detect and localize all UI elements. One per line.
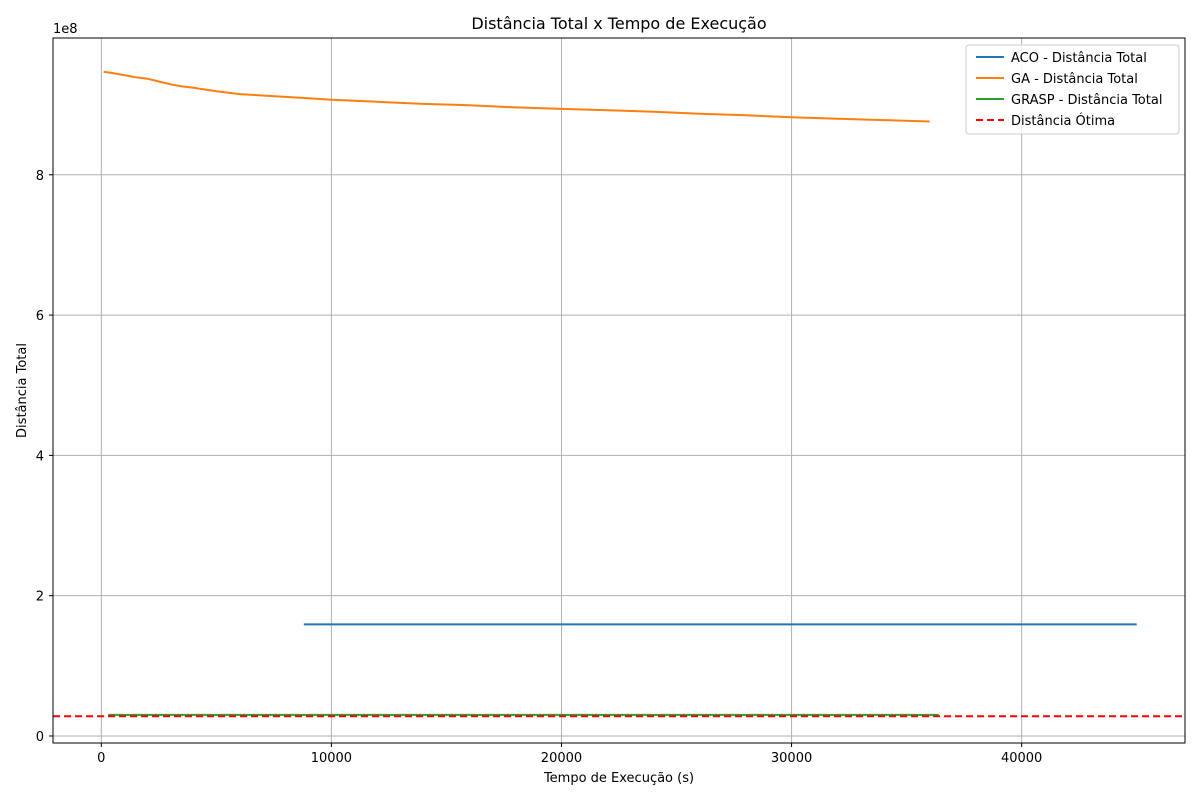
- y-tick-label: 0: [36, 730, 44, 745]
- grid-lines: [53, 38, 1185, 743]
- y-tick-label: 6: [36, 309, 44, 324]
- legend-entry-label: GA - Distância Total: [1011, 72, 1138, 87]
- legend-entry-label: GRASP - Distância Total: [1011, 93, 1162, 108]
- x-tick-label: 10000: [311, 751, 352, 766]
- y-axis-multiplier: 1e8: [53, 22, 78, 37]
- y-tick-label: 8: [36, 169, 44, 184]
- axis-ticks: 0 10000 20000 30000 40000 0 2 4 6 8: [36, 169, 1043, 766]
- series-layer: [53, 70, 1185, 718]
- x-tick-label: 40000: [1001, 751, 1042, 766]
- plot-frame: [52, 37, 1186, 744]
- y-tick-label: 2: [36, 590, 44, 605]
- legend-box: [965, 44, 1180, 135]
- plot-area: [53, 38, 1185, 743]
- legend: ACO - Distância Total GA - Distância Tota…: [965, 44, 1180, 135]
- chart-title: Distância Total x Tempo de Execução: [471, 14, 766, 33]
- y-axis-label: Distância Total: [15, 343, 30, 438]
- series-line: [103, 70, 930, 123]
- legend-entry-label: Distância Ótima: [1011, 113, 1115, 129]
- legend-entry-label: ACO - Distância Total: [1011, 51, 1147, 66]
- x-tick-label: 0: [97, 751, 105, 766]
- x-tick-label: 20000: [541, 751, 582, 766]
- y-tick-label: 4: [36, 449, 44, 464]
- x-axis-label: Tempo de Execução (s): [543, 771, 694, 786]
- x-tick-label: 30000: [771, 751, 812, 766]
